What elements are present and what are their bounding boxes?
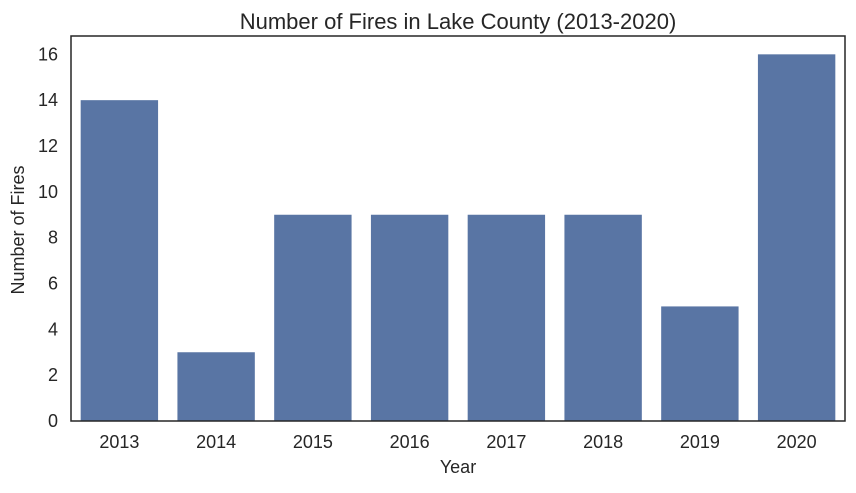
- y-tick-label: 6: [48, 274, 58, 294]
- bar-2019: [661, 306, 739, 421]
- bar-2017: [467, 214, 546, 421]
- bar-2020: [757, 54, 836, 421]
- bar-2013: [80, 100, 159, 422]
- chart-title: Number of Fires in Lake County (2013-202…: [240, 9, 677, 34]
- y-tick-label: 8: [48, 228, 58, 248]
- y-tick-label: 0: [48, 411, 58, 431]
- bar-2018: [564, 214, 642, 421]
- x-tick-label: 2013: [99, 432, 139, 452]
- bar-2016: [370, 214, 449, 421]
- x-tick-labels: 2013 2014 2015 2016 2017 2018 2019 2020: [99, 432, 816, 452]
- x-axis-label: Year: [440, 457, 476, 477]
- y-tick-label: 14: [38, 90, 58, 110]
- x-tick-label: 2015: [293, 432, 333, 452]
- y-tick-label: 12: [38, 136, 58, 156]
- y-tick-label: 10: [38, 182, 58, 202]
- y-tick-label: 16: [38, 44, 58, 64]
- y-tick-labels: 0 2 4 6 8 10 12 14 16: [38, 44, 58, 431]
- x-tick-label: 2016: [390, 432, 430, 452]
- y-tick-label: 2: [48, 365, 58, 385]
- bars-group: [80, 54, 836, 422]
- x-tick-label: 2020: [777, 432, 817, 452]
- y-tick-label: 4: [48, 319, 58, 339]
- x-tick-label: 2018: [583, 432, 623, 452]
- plot-frame: [70, 35, 846, 422]
- y-axis-label: Number of Fires: [8, 165, 28, 294]
- bar-2014: [177, 352, 255, 421]
- bar-2015: [274, 214, 352, 421]
- x-tick-label: 2014: [196, 432, 236, 452]
- x-tick-label: 2017: [486, 432, 526, 452]
- x-tick-label: 2019: [680, 432, 720, 452]
